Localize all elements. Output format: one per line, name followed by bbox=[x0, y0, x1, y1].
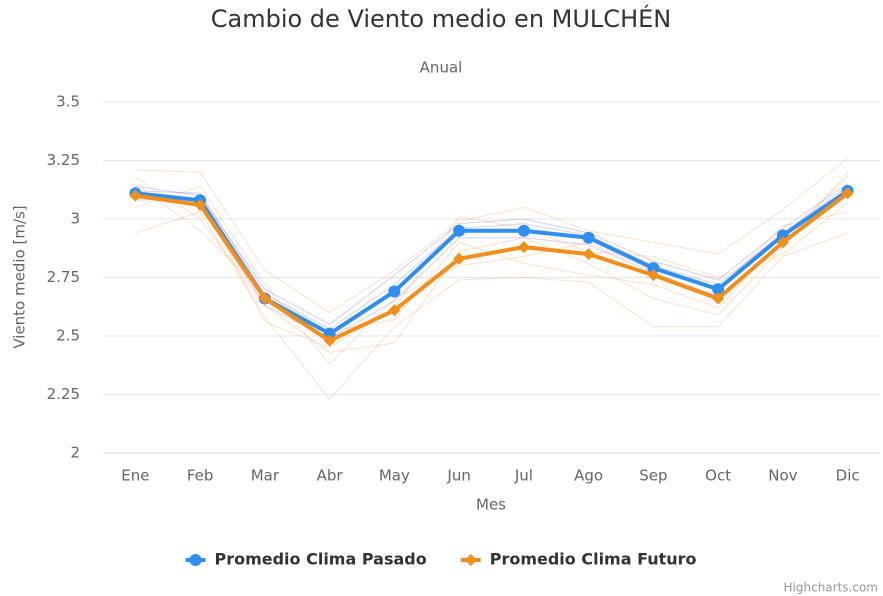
point-marker bbox=[647, 262, 660, 275]
x-tick-label: Mar bbox=[251, 467, 280, 485]
series-line bbox=[134, 211, 849, 400]
chart-title: Cambio de Viento medio en MULCHÉN bbox=[211, 4, 671, 33]
y-tick-label: 3 bbox=[70, 210, 80, 228]
point-marker bbox=[776, 236, 789, 249]
credits: Highcharts.com bbox=[784, 581, 878, 595]
series-line bbox=[134, 157, 849, 314]
series-line bbox=[134, 197, 849, 349]
x-axis-title: Mes bbox=[476, 496, 506, 514]
x-tick-label: Ene bbox=[121, 467, 149, 485]
legend-label: Promedio Clima Pasado bbox=[214, 550, 426, 569]
x-tick-label: Feb bbox=[187, 467, 214, 485]
point-marker bbox=[453, 252, 466, 265]
x-tick-label: Abr bbox=[317, 467, 344, 485]
x-tick-label: Nov bbox=[768, 467, 797, 485]
point-marker bbox=[388, 285, 401, 298]
y-axis-title: Viento medio [m/s] bbox=[11, 205, 29, 348]
x-tick-label: Jun bbox=[446, 467, 470, 485]
legend-symbol bbox=[189, 554, 202, 566]
point-marker bbox=[582, 231, 595, 244]
point-marker bbox=[323, 334, 336, 347]
point-marker bbox=[258, 292, 271, 305]
y-tick-label: 2.25 bbox=[47, 385, 80, 403]
point-marker bbox=[453, 224, 466, 237]
series-line bbox=[134, 185, 849, 330]
x-tick-label: Ago bbox=[574, 467, 603, 485]
series-line bbox=[134, 183, 849, 325]
point-marker bbox=[517, 241, 530, 254]
y-tick-label: 3.25 bbox=[47, 151, 80, 169]
x-tick-label: Sep bbox=[639, 467, 667, 485]
point-marker bbox=[517, 224, 530, 237]
point-marker bbox=[712, 292, 725, 305]
chart-subtitle: Anual bbox=[420, 59, 463, 77]
point-marker bbox=[712, 283, 725, 296]
point-marker bbox=[841, 187, 854, 200]
point-marker bbox=[129, 189, 142, 202]
y-tick-label: 2.5 bbox=[56, 327, 80, 345]
x-tick-label: Dic bbox=[836, 467, 860, 485]
x-tick-label: May bbox=[379, 467, 410, 485]
legend-item[interactable]: Promedio Clima Futuro bbox=[460, 550, 697, 569]
legend-symbol bbox=[464, 554, 477, 566]
point-marker bbox=[582, 248, 595, 261]
x-tick-label: Jul bbox=[514, 467, 533, 485]
legend-label: Promedio Clima Futuro bbox=[490, 550, 697, 569]
y-tick-label: 2 bbox=[70, 444, 80, 462]
series-line bbox=[134, 171, 849, 353]
y-tick-label: 2.75 bbox=[47, 268, 80, 286]
point-marker bbox=[388, 304, 401, 317]
series-line bbox=[133, 191, 850, 343]
legend-item[interactable]: Promedio Clima Pasado bbox=[185, 550, 427, 569]
x-tick-label: Oct bbox=[705, 467, 731, 485]
point-marker bbox=[647, 269, 660, 282]
y-tick-label: 3.5 bbox=[56, 93, 80, 111]
point-marker bbox=[194, 198, 207, 211]
